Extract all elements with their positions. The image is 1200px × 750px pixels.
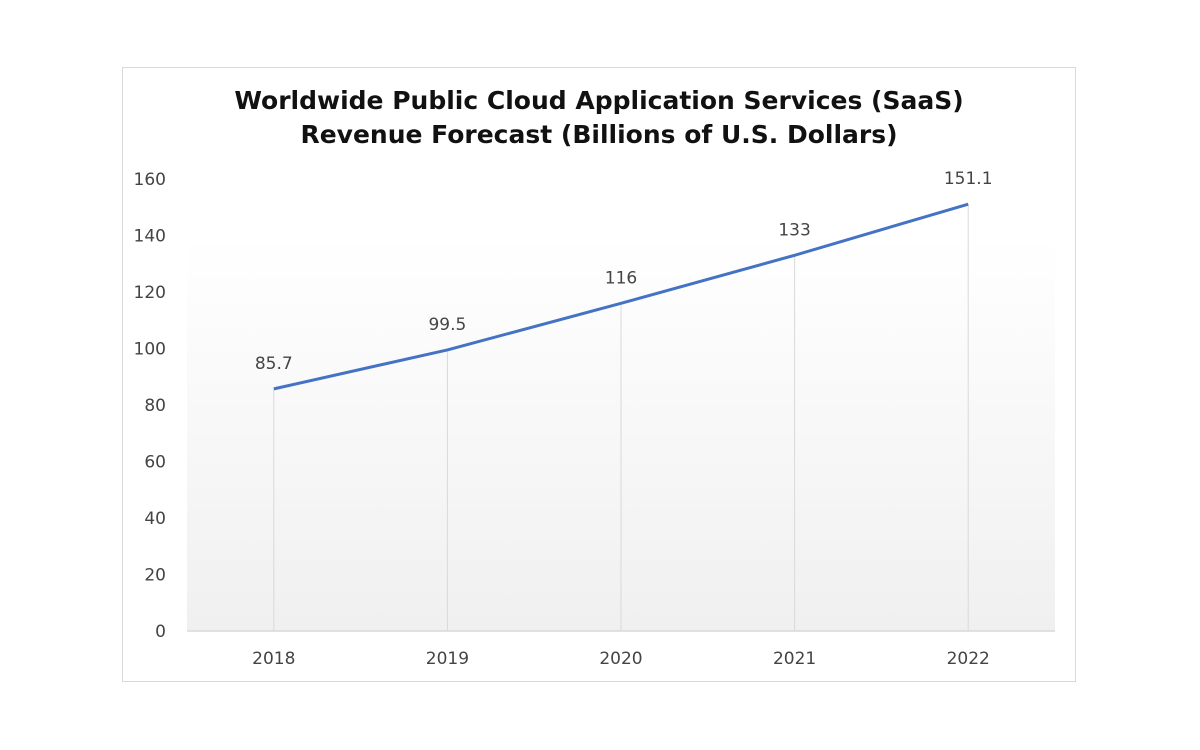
y-tick-label: 100 — [134, 340, 166, 360]
y-tick-label: 80 — [144, 396, 166, 416]
y-tick-label: 140 — [134, 227, 166, 247]
y-tick-label: 20 — [144, 566, 166, 586]
chart-frame — [122, 67, 1076, 682]
y-tick-label: 120 — [134, 283, 166, 303]
x-tick-label: 2020 — [599, 649, 642, 669]
chart-title-line-2: Revenue Forecast (Billions of U.S. Dolla… — [300, 120, 898, 149]
series-line — [273, 202, 969, 391]
data-label: 85.7 — [255, 354, 293, 374]
y-tick-label: 0 — [155, 622, 166, 642]
chart-title-line-1: Worldwide Public Cloud Application Servi… — [234, 86, 964, 115]
x-tick-label: 2018 — [252, 649, 295, 669]
x-tick-label: 2021 — [773, 649, 816, 669]
data-label: 151.1 — [944, 169, 993, 189]
y-tick-label: 40 — [144, 509, 166, 529]
data-label: 99.5 — [428, 315, 466, 335]
y-tick-label: 160 — [134, 170, 166, 190]
data-label: 133 — [778, 220, 810, 240]
data-label: 116 — [605, 268, 637, 288]
chart-title: Worldwide Public Cloud Application Servi… — [122, 84, 1076, 152]
x-tick-label: 2022 — [947, 649, 990, 669]
x-tick-label: 2019 — [426, 649, 469, 669]
y-tick-label: 60 — [144, 453, 166, 473]
